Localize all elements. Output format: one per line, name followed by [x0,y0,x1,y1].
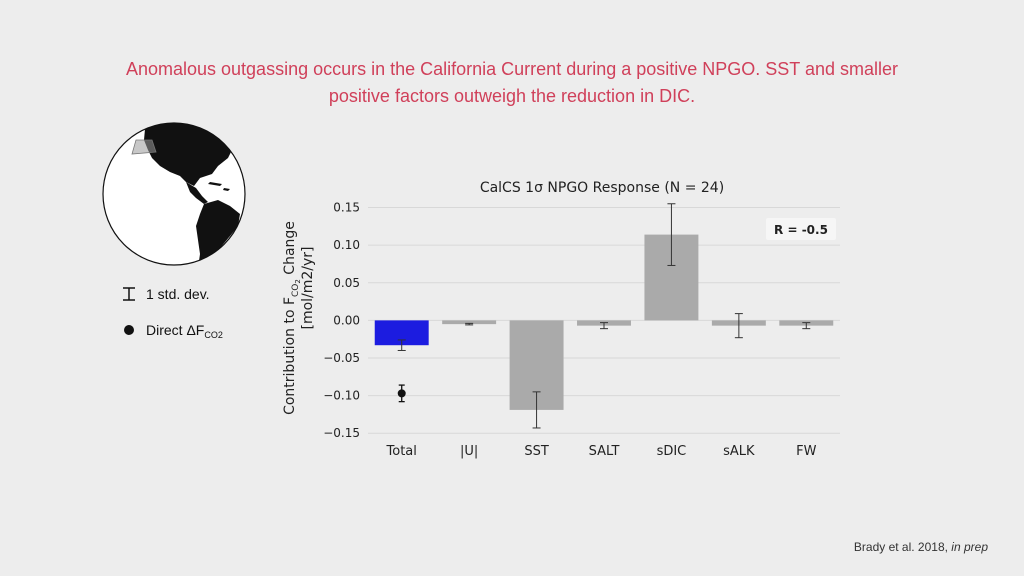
bar-u [442,320,497,325]
x-tick-label: FW [796,444,816,459]
annotation-text: R = -0.5 [774,223,828,237]
errorbar [600,322,608,330]
x-tick-label: sALK [723,444,755,459]
errorbar [802,322,811,330]
citation-status: in prep [951,540,988,554]
slide-title: Anomalous outgassing occurs in the Calif… [60,56,964,110]
legend-direct-flux-sub: CO2 [204,330,223,340]
x-tick-label: SST [524,444,549,459]
chart-annotation: R = -0.5 [766,218,836,240]
errorbar [465,322,474,326]
y-axis-ticks: 0.15 0.10 0.05 0.00 −0.05 −0.10 −0.15 [323,201,360,441]
direct-flux-point [397,389,406,398]
slide-title-line-1: Anomalous outgassing occurs in the Calif… [125,59,899,79]
point-marker-icon [124,325,134,335]
y-tick-label: −0.10 [323,389,360,403]
x-tick-label: sDIC [657,444,687,459]
legend-errorbar-label: 1 std. dev. [146,286,210,302]
y-axis-label-sub2: 2 [294,279,302,283]
y-tick-label: 0.10 [333,238,360,252]
errorbar [397,339,406,351]
y-tick-label: 0.05 [333,276,360,290]
x-tick-label: Total [386,444,417,459]
y-axis-label-suffix: Change [282,221,298,279]
y-axis-label: Contribution to FCO2 Change [282,221,302,415]
legend-direct-flux-label: Direct ΔFCO2 [146,322,223,340]
y-tick-label: 0.00 [333,313,360,327]
x-axis-ticks: Total |U| SST SALT sDIC sALK FW [386,444,817,459]
legend-direct-flux-main: Direct ΔF [146,322,205,338]
y-tick-label: −0.15 [323,426,360,440]
bar-chart: CalCS 1σ NPGO Response (N = 24) 0.15 0.10… [282,180,840,459]
errorbar [667,203,676,266]
slide-title-line-2: positive factors outweigh the reduction … [328,86,696,106]
annotation-box [766,218,836,240]
errorbar-symbol-icon [123,287,135,301]
citation-authors: Brady et al. 2018, [853,540,948,554]
errorbar [734,313,743,339]
chart-errorbars [397,203,811,429]
x-tick-label: SALT [589,444,620,459]
y-axis-label-sub: CO [291,284,301,297]
globe-map-icon [102,122,246,266]
x-tick-label: |U| [460,444,478,459]
errorbar [532,391,541,429]
citation: Brady et al. 2018, in prep [854,540,988,554]
y-axis-label-prefix: Contribution to F [282,297,298,415]
chart-title: CalCS 1σ NPGO Response (N = 24) [480,180,724,196]
y-tick-label: 0.15 [333,201,360,215]
y-tick-label: −0.05 [323,351,360,365]
y-axis-label-units: [mol/m2/yr] [300,246,316,329]
